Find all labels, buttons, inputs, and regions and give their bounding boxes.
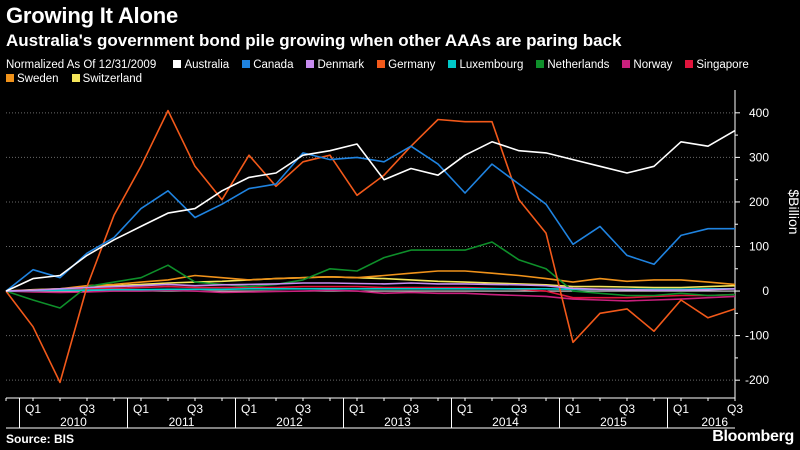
y-tick-label: 400: [749, 106, 769, 120]
legend-swatch: [536, 60, 545, 68]
legend-swatch: [6, 74, 14, 82]
x-quarter-label: Q1: [673, 402, 689, 416]
legend-label: Norway: [633, 59, 673, 71]
series-line-australia: [5, 129, 736, 292]
x-quarter-label: Q1: [565, 402, 581, 416]
x-quarter-label: Q3: [79, 402, 95, 416]
x-quarter-label: Q3: [403, 402, 419, 416]
legend-swatch: [622, 60, 631, 68]
series-line-sweden: [5, 270, 736, 292]
y-axis: 400 300 200 100 0 -100 -200: [734, 90, 769, 398]
series-lines: [5, 109, 736, 384]
legend-label: Switzerland: [82, 73, 143, 85]
chart-subtitle: Australia's government bond pile growing…: [6, 31, 622, 50]
legend-swatch: [173, 60, 182, 68]
series-line-denmark: [5, 282, 736, 292]
x-year-label: 2011: [169, 415, 195, 429]
x-quarter-label: Q3: [619, 402, 635, 416]
x-quarter-label: Q3: [727, 402, 743, 416]
legend-item: Germany: [377, 58, 435, 72]
x-quarter-label: Q3: [295, 402, 311, 416]
x-year-label: 2013: [384, 415, 411, 429]
legend-label: Australia: [184, 59, 230, 71]
legend-note: Normalized As Of 12/31/2009: [6, 59, 157, 71]
legend-item: Luxembourg: [448, 58, 523, 72]
grid: [6, 112, 735, 381]
y-axis-label: $Billion: [786, 189, 800, 234]
y-tick-label: -100: [745, 329, 769, 343]
legend-item: Sweden: [6, 72, 59, 86]
legend-swatch: [685, 60, 694, 68]
legend-swatch: [242, 60, 251, 68]
legend-label: Singapore: [696, 59, 749, 71]
x-quarter-label: Q3: [187, 402, 203, 416]
legend-item: Norway: [622, 58, 672, 72]
legend-swatch: [377, 60, 386, 68]
legend-label: Canada: [253, 59, 294, 71]
x-quarter-label: Q1: [241, 402, 257, 416]
x-year-label: 2016: [701, 415, 728, 429]
y-tick-label: -200: [745, 373, 769, 387]
legend-label: Denmark: [317, 59, 365, 71]
series-line-canada: [5, 145, 735, 292]
legend-item: Denmark: [306, 58, 364, 72]
y-tick-label: 0: [762, 284, 769, 298]
series-line-norway: [5, 289, 736, 302]
x-quarter-label: Q1: [457, 402, 473, 416]
x-year-label: 2014: [492, 415, 519, 429]
legend-label: Luxembourg: [459, 59, 524, 71]
x-quarter-label: Q3: [511, 402, 527, 416]
legend-label: Sweden: [17, 73, 59, 85]
legend-swatch: [71, 74, 80, 82]
legend-swatch: [448, 60, 457, 68]
x-year-label: 2015: [600, 415, 627, 429]
series-line-germany: [5, 109, 736, 384]
legend-item: Netherlands: [536, 58, 609, 72]
legend-item: Switzerland: [71, 72, 143, 86]
x-quarter-label: Q1: [25, 402, 41, 416]
brand-logo: Bloomberg: [712, 428, 794, 445]
legend-label: Germany: [388, 59, 436, 71]
source-note: Source: BIS: [6, 432, 75, 446]
legend-label: Netherlands: [547, 59, 610, 71]
x-quarter-label: Q1: [133, 402, 149, 416]
legend-item: Canada: [242, 58, 293, 72]
legend-item: Singapore: [685, 58, 749, 72]
series-line-netherlands: [5, 241, 736, 309]
y-tick-label: 100: [749, 240, 769, 254]
x-year-label: 2012: [276, 415, 303, 429]
chart-legend: Normalized As Of 12/31/2009 Australia Can…: [6, 58, 796, 86]
legend-item: Australia: [173, 58, 229, 72]
series-line-switzerland: [5, 275, 736, 292]
y-tick-label: 300: [749, 150, 769, 164]
x-year-label: 2010: [60, 415, 87, 429]
x-quarter-label: Q1: [349, 402, 365, 416]
y-tick-label: 200: [749, 195, 769, 209]
legend-swatch: [306, 60, 315, 68]
chart-title: Growing It Alone: [6, 3, 178, 28]
series-line-singapore: [5, 285, 736, 299]
